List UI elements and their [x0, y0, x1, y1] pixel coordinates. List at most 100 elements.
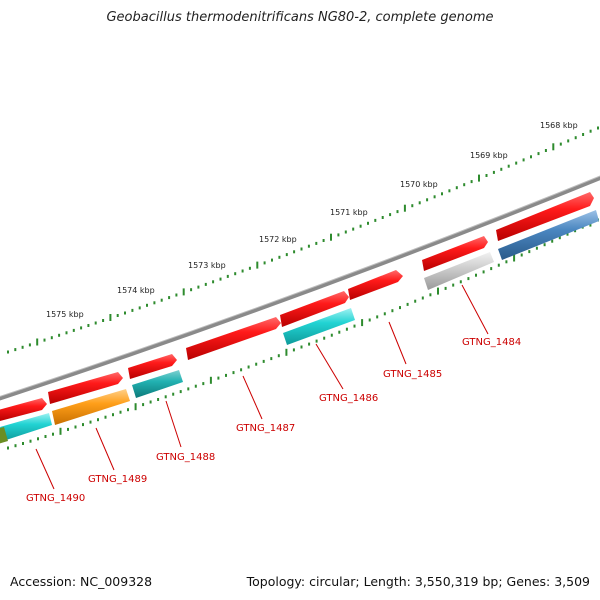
- minor-tick: [544, 149, 547, 152]
- minor-tick: [507, 164, 510, 168]
- minor-tick: [482, 270, 485, 274]
- accession-text: Accession: NC_009328: [10, 574, 153, 589]
- major-tick: [209, 376, 212, 384]
- scale-label-1571: 1571 kbp: [330, 208, 368, 217]
- minor-tick: [337, 233, 340, 237]
- minor-tick: [74, 425, 77, 429]
- major-tick: [256, 261, 259, 269]
- minor-tick: [359, 224, 362, 228]
- minor-tick: [574, 136, 577, 140]
- minor-tick: [190, 288, 193, 292]
- minor-tick: [389, 213, 392, 217]
- minor-tick: [255, 362, 258, 366]
- minor-tick: [315, 339, 318, 343]
- minor-tick: [194, 384, 197, 388]
- gene-label-gtng-1484[interactable]: GTNG_1484: [462, 337, 521, 348]
- gene-label-gtng-1486[interactable]: GTNG_1486: [319, 393, 378, 404]
- gene-feature[interactable]: [0, 398, 47, 421]
- gene-label-gtng-1489[interactable]: GTNG_1489: [88, 474, 147, 485]
- minor-tick: [58, 333, 61, 337]
- major-tick: [330, 233, 332, 241]
- minor-tick: [124, 311, 126, 315]
- gene-feature[interactable]: [52, 389, 130, 425]
- gene-feature[interactable]: [424, 252, 494, 290]
- minor-tick: [67, 427, 69, 431]
- scale-label-1573: 1573 kbp: [188, 261, 226, 270]
- minor-tick: [127, 408, 129, 412]
- gene-label-gtng-1487[interactable]: GTNG_1487: [236, 423, 295, 434]
- minor-tick: [315, 241, 318, 245]
- minor-tick: [497, 263, 500, 267]
- gene-feature[interactable]: [0, 427, 8, 444]
- genome-summary-text: Topology: circular; Length: 3,550,319 bp…: [246, 574, 590, 589]
- minor-tick: [490, 267, 493, 271]
- minor-tick: [448, 189, 451, 193]
- gene-feature[interactable]: [186, 317, 281, 360]
- minor-tick: [441, 192, 443, 196]
- minor-tick: [197, 285, 200, 289]
- minor-tick: [102, 319, 105, 322]
- minor-tick: [112, 413, 114, 417]
- minor-tick: [247, 365, 250, 369]
- gene-feature[interactable]: [498, 210, 599, 260]
- minor-tick: [219, 277, 222, 281]
- minor-tick: [87, 324, 90, 327]
- minor-tick: [277, 354, 280, 358]
- minor-tick: [411, 204, 414, 208]
- minor-tick: [535, 246, 538, 250]
- gene-feature[interactable]: [422, 236, 488, 271]
- major-tick: [285, 348, 288, 356]
- minor-tick: [157, 398, 160, 401]
- minor-tick: [338, 330, 341, 334]
- minor-tick: [383, 312, 386, 316]
- minor-tick: [559, 142, 562, 146]
- minor-tick: [426, 198, 429, 202]
- minor-tick: [179, 390, 182, 394]
- gene-feature[interactable]: [280, 291, 349, 327]
- minor-tick: [467, 277, 470, 281]
- minor-tick: [175, 293, 178, 297]
- gene-label-gtng-1490[interactable]: GTNG_1490: [26, 493, 85, 504]
- major-tick: [437, 287, 439, 295]
- minor-tick: [89, 420, 92, 424]
- minor-tick: [537, 152, 540, 156]
- gene-feature[interactable]: [132, 370, 183, 398]
- minor-tick: [217, 376, 220, 380]
- minor-tick: [459, 280, 462, 284]
- reverse-strand-features: [0, 210, 599, 444]
- minor-tick: [300, 247, 303, 251]
- gene-label-gtng-1488[interactable]: GTNG_1488: [156, 452, 215, 463]
- gene-feature[interactable]: [283, 308, 355, 345]
- scale-label-1575: 1575 kbp: [46, 310, 84, 319]
- minor-tick: [492, 170, 495, 174]
- gene-feature[interactable]: [496, 192, 594, 241]
- inner-scale-ticks: [7, 218, 599, 450]
- page-title: Geobacillus thermodenitrificans NG80-2, …: [106, 10, 494, 25]
- gene-feature[interactable]: [0, 413, 52, 441]
- minor-tick: [455, 186, 458, 190]
- minor-tick: [131, 308, 134, 312]
- gene-feature[interactable]: [48, 372, 123, 404]
- minor-tick: [202, 382, 205, 386]
- minor-tick: [367, 221, 369, 225]
- minor-tick: [160, 298, 163, 302]
- minor-tick: [566, 232, 569, 236]
- minor-tick: [14, 348, 17, 352]
- outer-scale-ticks: [7, 126, 599, 354]
- minor-tick: [528, 250, 531, 254]
- minor-tick: [104, 415, 107, 419]
- minor-tick: [43, 338, 46, 342]
- major-tick: [36, 338, 39, 346]
- minor-tick: [345, 327, 348, 331]
- major-tick: [552, 143, 555, 151]
- minor-tick: [28, 343, 31, 347]
- minor-tick: [225, 373, 227, 377]
- gene-feature[interactable]: [128, 354, 177, 379]
- minor-tick: [234, 272, 237, 276]
- scale-label-1569: 1569 kbp: [470, 151, 508, 160]
- gene-label-gtng-1485[interactable]: GTNG_1485: [383, 369, 442, 380]
- gene-feature[interactable]: [348, 270, 403, 300]
- minor-tick: [7, 350, 9, 354]
- minor-tick: [262, 359, 265, 363]
- minor-tick: [44, 435, 47, 438]
